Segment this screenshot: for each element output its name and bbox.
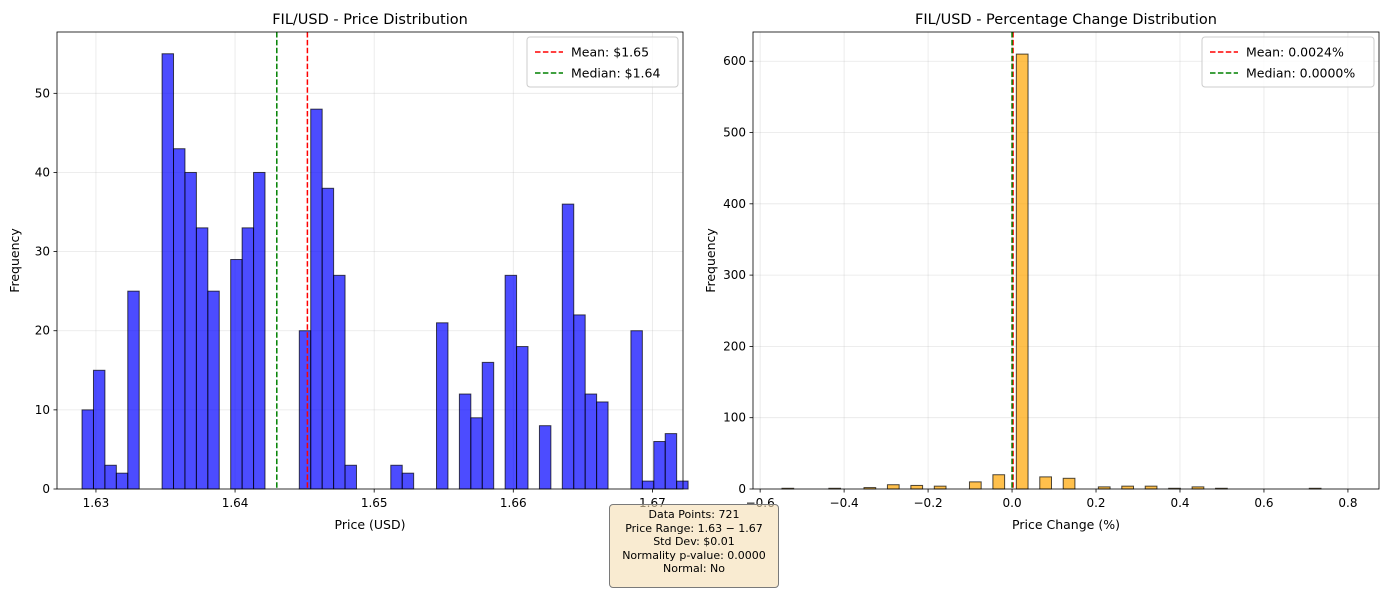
x-tick-label: −0.4 xyxy=(830,496,859,510)
legend-box xyxy=(526,36,679,88)
chart-title: FIL/USD - Price Distribution xyxy=(272,12,468,28)
histogram-bar xyxy=(641,480,655,490)
x-tick-label: 0.0 xyxy=(1003,496,1022,510)
y-tick-label: 400 xyxy=(723,197,746,211)
histogram-bar xyxy=(310,108,323,490)
stats-normal: Normal: No xyxy=(663,562,725,576)
y-tick-label: 100 xyxy=(723,411,746,425)
y-tick-label: 20 xyxy=(35,324,50,338)
histogram-bar xyxy=(481,361,495,490)
histogram-bar xyxy=(573,314,586,490)
x-axis-label: Price (USD) xyxy=(335,517,406,532)
legend-box xyxy=(1201,36,1375,88)
legend-entry: Median: 0.0000% xyxy=(1246,66,1355,81)
legend-entry: Mean: $1.65 xyxy=(571,45,649,60)
y-tick-label: 600 xyxy=(723,54,746,68)
chart-title: FIL/USD - Percentage Change Distribution xyxy=(915,12,1217,28)
x-tick-label: 0.2 xyxy=(1086,496,1105,510)
legend-entry: Median: $1.64 xyxy=(571,66,660,81)
y-tick-label: 500 xyxy=(723,126,746,140)
histogram-bar xyxy=(664,433,678,490)
histogram-bar xyxy=(1015,53,1029,490)
histogram-bar xyxy=(253,171,266,490)
histogram-bar xyxy=(81,409,94,490)
legend: Mean: 0.0024% Median: 0.0000% xyxy=(1201,36,1375,88)
histogram-bar xyxy=(333,274,346,490)
y-tick-label: 0 xyxy=(738,482,746,496)
histogram-bar xyxy=(1144,485,1158,490)
axes-frame xyxy=(752,31,1380,490)
stats-normality-pvalue: Normality p-value: 0.0000 xyxy=(622,548,766,562)
histogram-bar xyxy=(1039,476,1052,490)
x-tick-label: 0.4 xyxy=(1170,496,1189,510)
histogram-bar xyxy=(968,481,982,490)
histogram-bar xyxy=(161,53,175,490)
histogram-bar xyxy=(1121,485,1135,490)
stats-data-points: Data Points: 721 xyxy=(648,508,740,521)
x-tick-label: 1.63 xyxy=(83,496,110,510)
y-tick-label: 10 xyxy=(35,403,50,417)
histogram-bar xyxy=(992,474,1006,490)
y-axis-label: Frequency xyxy=(7,228,22,293)
histogram-bar xyxy=(596,401,609,490)
histogram-bar xyxy=(92,369,106,490)
histogram-bar xyxy=(470,417,483,490)
histogram-bar xyxy=(321,187,335,490)
y-tick-label: 300 xyxy=(723,268,746,282)
y-tick-label: 30 xyxy=(35,245,50,259)
percentage-change-chart: −0.6 −0.4 −0.2 0.0 0.2 0.4 0.6 0.80100200300400… xyxy=(703,12,1380,532)
y-axis-label: Frequency xyxy=(703,228,718,293)
histogram-bar xyxy=(115,472,129,490)
histogram-bar xyxy=(401,472,415,490)
histogram-bar xyxy=(886,484,900,490)
histogram-bar xyxy=(676,480,689,490)
histogram-bar xyxy=(458,393,472,490)
x-tick-label: 1.64 xyxy=(222,496,249,510)
histogram-bar xyxy=(584,393,598,490)
x-tick-label: 1.65 xyxy=(361,496,388,510)
x-tick-label: 1.66 xyxy=(500,496,527,510)
x-tick-label: 0.8 xyxy=(1338,496,1357,510)
x-tick-label: −0.2 xyxy=(914,496,943,510)
histogram-bar xyxy=(630,330,643,490)
histogram-bar xyxy=(104,464,117,490)
histogram-bar xyxy=(653,441,666,490)
histogram-bar xyxy=(1062,477,1076,490)
stats-std-dev: Std Dev: $0.01 xyxy=(653,535,735,549)
histogram-bar xyxy=(241,227,255,490)
y-tick-label: 200 xyxy=(723,339,746,353)
histogram-bar xyxy=(561,203,575,490)
histogram-bar xyxy=(184,171,197,490)
y-tick-label: 50 xyxy=(35,86,50,100)
histogram-bar xyxy=(436,322,449,490)
histogram-bar xyxy=(344,464,357,490)
stats-price-range: Price Range: 1.63 − 1.67 xyxy=(625,521,763,535)
histogram-bar xyxy=(516,346,529,490)
histogram-bar xyxy=(173,148,186,490)
y-tick-label: 40 xyxy=(35,165,50,179)
x-axis-label: Price Change (%) xyxy=(1012,517,1120,532)
legend: Mean: $1.65 Median: $1.64 xyxy=(526,36,679,88)
histogram-bar xyxy=(127,290,140,490)
histogram-bar xyxy=(298,330,312,490)
x-tick-label: 0.6 xyxy=(1254,496,1273,510)
statistics-box: Data Points: 721 Price Range: 1.63 − 1.6… xyxy=(609,504,779,588)
legend-entry: Mean: 0.0024% xyxy=(1246,45,1344,60)
histogram-bar xyxy=(230,259,243,490)
histogram-bar xyxy=(195,227,209,490)
axes-frame xyxy=(56,31,684,490)
histogram-bar xyxy=(910,484,924,490)
histogram-bar xyxy=(538,425,552,490)
y-tick-label: 0 xyxy=(42,482,50,496)
histogram-bar xyxy=(207,290,220,490)
histogram-bar xyxy=(933,485,947,490)
histogram-bar xyxy=(390,464,403,490)
histogram-bar xyxy=(504,274,518,490)
